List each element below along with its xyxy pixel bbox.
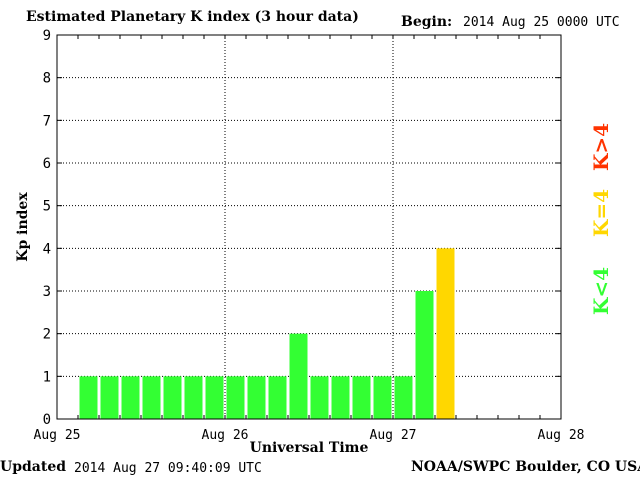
begin-label: Begin:: [401, 14, 453, 30]
kp-bar: [436, 248, 455, 419]
y-tick-label: 2: [43, 327, 51, 343]
y-tick-label: 3: [43, 284, 51, 300]
legend-k-below-4: K<4: [589, 267, 613, 315]
updated-label: Updated: [0, 459, 67, 475]
data-source: NOAA/SWPC Boulder, CO USA: [411, 459, 640, 475]
kp-bar: [268, 376, 287, 419]
x-axis-title: Universal Time: [250, 440, 369, 456]
kp-bar: [100, 376, 119, 419]
y-tick-label: 1: [43, 369, 51, 385]
updated-timestamp: 2014 Aug 27 09:40:09 UTC: [74, 461, 262, 476]
kp-bar: [310, 376, 329, 419]
y-tick-label: 6: [43, 156, 51, 172]
kp-bar: [394, 376, 413, 419]
kp-bar: [352, 376, 371, 419]
legend-k-above-4: K>4: [589, 123, 613, 171]
kp-bar: [247, 376, 266, 419]
kp-bar: [121, 376, 140, 419]
plot-frame: [56, 34, 562, 420]
kp-bar: [415, 291, 434, 419]
x-tick-label: Aug 27: [370, 428, 417, 443]
kp-bar: [79, 376, 98, 419]
y-tick-label: 7: [43, 113, 51, 129]
kp-bar: [142, 376, 161, 419]
y-axis-title: Kp index: [15, 192, 31, 262]
kp-bar: [163, 376, 182, 419]
x-tick-label: Aug 28: [538, 428, 585, 443]
legend-k-equal-4: K=4: [589, 189, 613, 237]
y-tick-label: 0: [43, 412, 51, 428]
kp-bar: [184, 376, 203, 419]
kp-bar: [205, 376, 224, 419]
y-tick-label: 5: [43, 199, 51, 215]
kp-bar: [331, 376, 350, 419]
begin-value: 2014 Aug 25 0000 UTC: [463, 15, 620, 30]
kp-bar: [226, 376, 245, 419]
chart-title: Estimated Planetary K index (3 hour data…: [26, 9, 359, 25]
x-tick-label: Aug 26: [202, 428, 249, 443]
kp-bar: [373, 376, 392, 419]
y-tick-label: 4: [43, 241, 51, 257]
y-tick-label: 8: [43, 71, 51, 87]
kp-bar: [289, 333, 308, 419]
x-tick-label: Aug 25: [34, 428, 81, 443]
y-tick-label: 9: [43, 28, 51, 44]
